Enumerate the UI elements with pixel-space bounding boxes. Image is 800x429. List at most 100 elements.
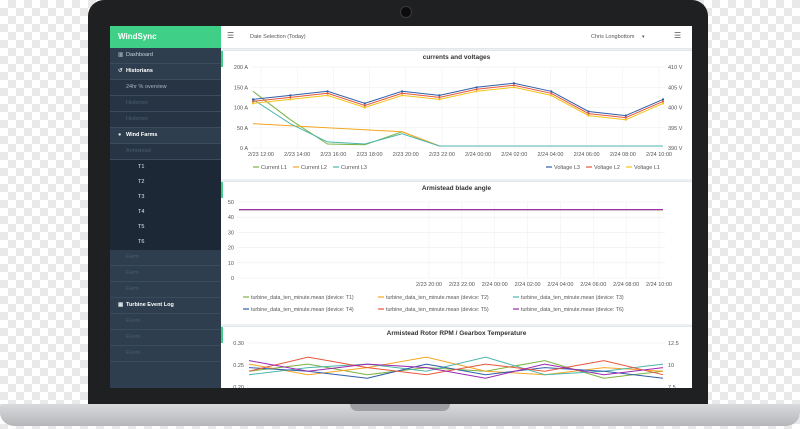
data-point xyxy=(401,94,404,97)
sidebar-item-t5[interactable]: T5 xyxy=(110,220,221,235)
y-tick-label: 0.25 xyxy=(233,363,244,369)
sidebar-item-label: Farm xyxy=(126,286,139,292)
chevron-down-icon[interactable]: ▾ xyxy=(642,34,645,40)
data-point xyxy=(363,106,366,109)
y-right-tick-label: 7.5 xyxy=(668,385,676,388)
sidebar-item-event[interactable]: Event xyxy=(110,330,221,346)
series-line xyxy=(252,86,664,121)
sidebar-item-t4[interactable]: T4 xyxy=(110,205,221,220)
y-right-tick-label: 395 V xyxy=(668,126,683,132)
data-point xyxy=(624,114,627,117)
sidebar-item-t1[interactable]: T1 xyxy=(110,160,221,175)
y-tick-label: 0 xyxy=(231,276,234,282)
x-tick-label: 2/23 20:00 xyxy=(416,282,442,288)
brand-logo[interactable]: WindSync xyxy=(110,26,221,48)
calendar-icon: ▦ xyxy=(118,302,124,308)
x-tick-label: 2/24 00:00 xyxy=(482,282,508,288)
series-line xyxy=(248,360,664,379)
camera-icon xyxy=(400,6,412,18)
y-tick-label: 40 xyxy=(228,215,234,221)
y-right-tick-label: 410 V xyxy=(668,65,683,71)
menu-toggle-icon[interactable]: ☰ xyxy=(227,31,235,40)
panel-accent xyxy=(221,51,223,67)
y-right-tick-label: 390 V xyxy=(668,146,683,152)
sidebar-item-label: Turbine Event Log xyxy=(126,302,174,308)
sidebar-item-historian[interactable]: Historian xyxy=(110,112,221,128)
data-point xyxy=(401,92,404,95)
map-marker-icon: ● xyxy=(118,132,122,138)
data-point xyxy=(550,92,553,95)
legend-item: Current L2 xyxy=(301,165,327,171)
panel-rotor-rpm: Armistead Rotor RPM / Gearbox Temperatur… xyxy=(221,326,692,388)
series-line xyxy=(252,98,663,147)
sidebar-item-t6[interactable]: T6 xyxy=(110,235,221,250)
sidebar-item-label: Event xyxy=(126,318,141,324)
sidebar-item-label: T4 xyxy=(138,209,145,215)
data-point xyxy=(438,98,441,101)
y-tick-label: 200 A xyxy=(234,65,248,71)
data-point xyxy=(661,98,665,101)
y-tick-label: 150 A xyxy=(234,85,248,91)
series-line xyxy=(252,123,663,147)
y-tick-label: 100 A xyxy=(234,106,248,112)
data-point xyxy=(289,94,292,97)
settings-menu-icon[interactable]: ☰ xyxy=(674,31,682,40)
sidebar-item-label: Armistead xyxy=(126,148,151,154)
legend-item: turbine_data_ten_minute.mean (device: T3… xyxy=(521,295,624,301)
chart-title: Armistead blade angle xyxy=(421,185,492,192)
data-point xyxy=(550,94,553,97)
sidebar-item-farm[interactable]: Farm xyxy=(110,282,221,298)
data-point xyxy=(512,82,515,85)
panel-currents-voltages: currents and voltages 0 A 50 A 100 A 150 A 2… xyxy=(221,50,692,179)
legend-item: Current L1 xyxy=(261,165,287,171)
panel-accent xyxy=(221,327,223,343)
sidebar-item-label: Farm xyxy=(126,270,139,276)
sidebar-item-historian[interactable]: Historian xyxy=(110,96,221,112)
laptop-notch xyxy=(350,404,450,411)
sidebar-item-historians[interactable]: ↺ Historians xyxy=(110,64,221,80)
user-menu[interactable]: Chris Longbottom xyxy=(591,34,635,40)
series-line xyxy=(252,82,664,117)
x-tick-label: 2/23 16:00 xyxy=(320,152,346,158)
series-line xyxy=(252,84,664,119)
sidebar-item-event[interactable]: Event xyxy=(110,346,221,362)
sidebar-item-wind-farms[interactable]: ● Wind Farms xyxy=(110,128,221,144)
data-point xyxy=(661,102,665,105)
data-point xyxy=(550,90,553,93)
data-point xyxy=(251,98,255,101)
panel-blade-angle: Armistead blade angle 0 10 20 30 40 50 2/23 20… xyxy=(221,181,692,324)
data-point xyxy=(587,112,590,115)
sidebar-item-label: 24hr % overview xyxy=(126,84,167,90)
sidebar-item-24hr-overview[interactable]: 24hr % overview xyxy=(110,80,221,96)
topbar: ☰ Date Selection (Today) Chris Longbotto… xyxy=(221,26,692,49)
data-point xyxy=(475,86,478,89)
date-selection[interactable]: Date Selection (Today) xyxy=(250,34,306,40)
sidebar-item-t2[interactable]: T2 xyxy=(110,175,221,190)
sidebar-item-event[interactable]: Event xyxy=(110,314,221,330)
data-point xyxy=(401,90,404,93)
sidebar-item-label: T5 xyxy=(138,224,145,230)
data-point xyxy=(587,114,590,117)
sidebar-item-armistead[interactable]: Armistead xyxy=(110,144,221,160)
x-tick-label: 2/24 04:00 xyxy=(547,282,573,288)
sidebar-item-turbine-event-log[interactable]: ▦ Turbine Event Log xyxy=(110,298,221,314)
sidebar-item-label: Wind Farms xyxy=(126,132,158,138)
sidebar-item-label: Historian xyxy=(126,100,148,106)
sidebar-item-farm[interactable]: Farm xyxy=(110,266,221,282)
data-point xyxy=(512,86,515,89)
sidebar-item-t3[interactable]: T3 xyxy=(110,190,221,205)
sidebar-item-dashboard[interactable]: ▥ Dashboard xyxy=(110,48,221,64)
sidebar-item-farm[interactable]: Farm xyxy=(110,250,221,266)
bar-chart-icon: ▥ xyxy=(118,52,124,58)
sidebar-item-label: Dashboard xyxy=(126,52,153,58)
sidebar-item-label: T3 xyxy=(138,194,145,200)
sidebar-nav: ▥ Dashboard ↺ Historians 24hr % overview Hist… xyxy=(110,48,221,362)
data-point xyxy=(326,90,329,93)
chart-title: Armistead Rotor RPM / Gearbox Temperatur… xyxy=(386,330,527,337)
sidebar-item-label: Event xyxy=(126,350,141,356)
x-tick-label: 2/24 08:00 xyxy=(613,282,639,288)
x-tick-label: 2/24 06:00 xyxy=(574,152,600,158)
sidebar-item-label: T2 xyxy=(138,179,145,185)
y-tick-label: 0.30 xyxy=(233,341,244,347)
y-tick-label: 50 xyxy=(228,200,234,206)
